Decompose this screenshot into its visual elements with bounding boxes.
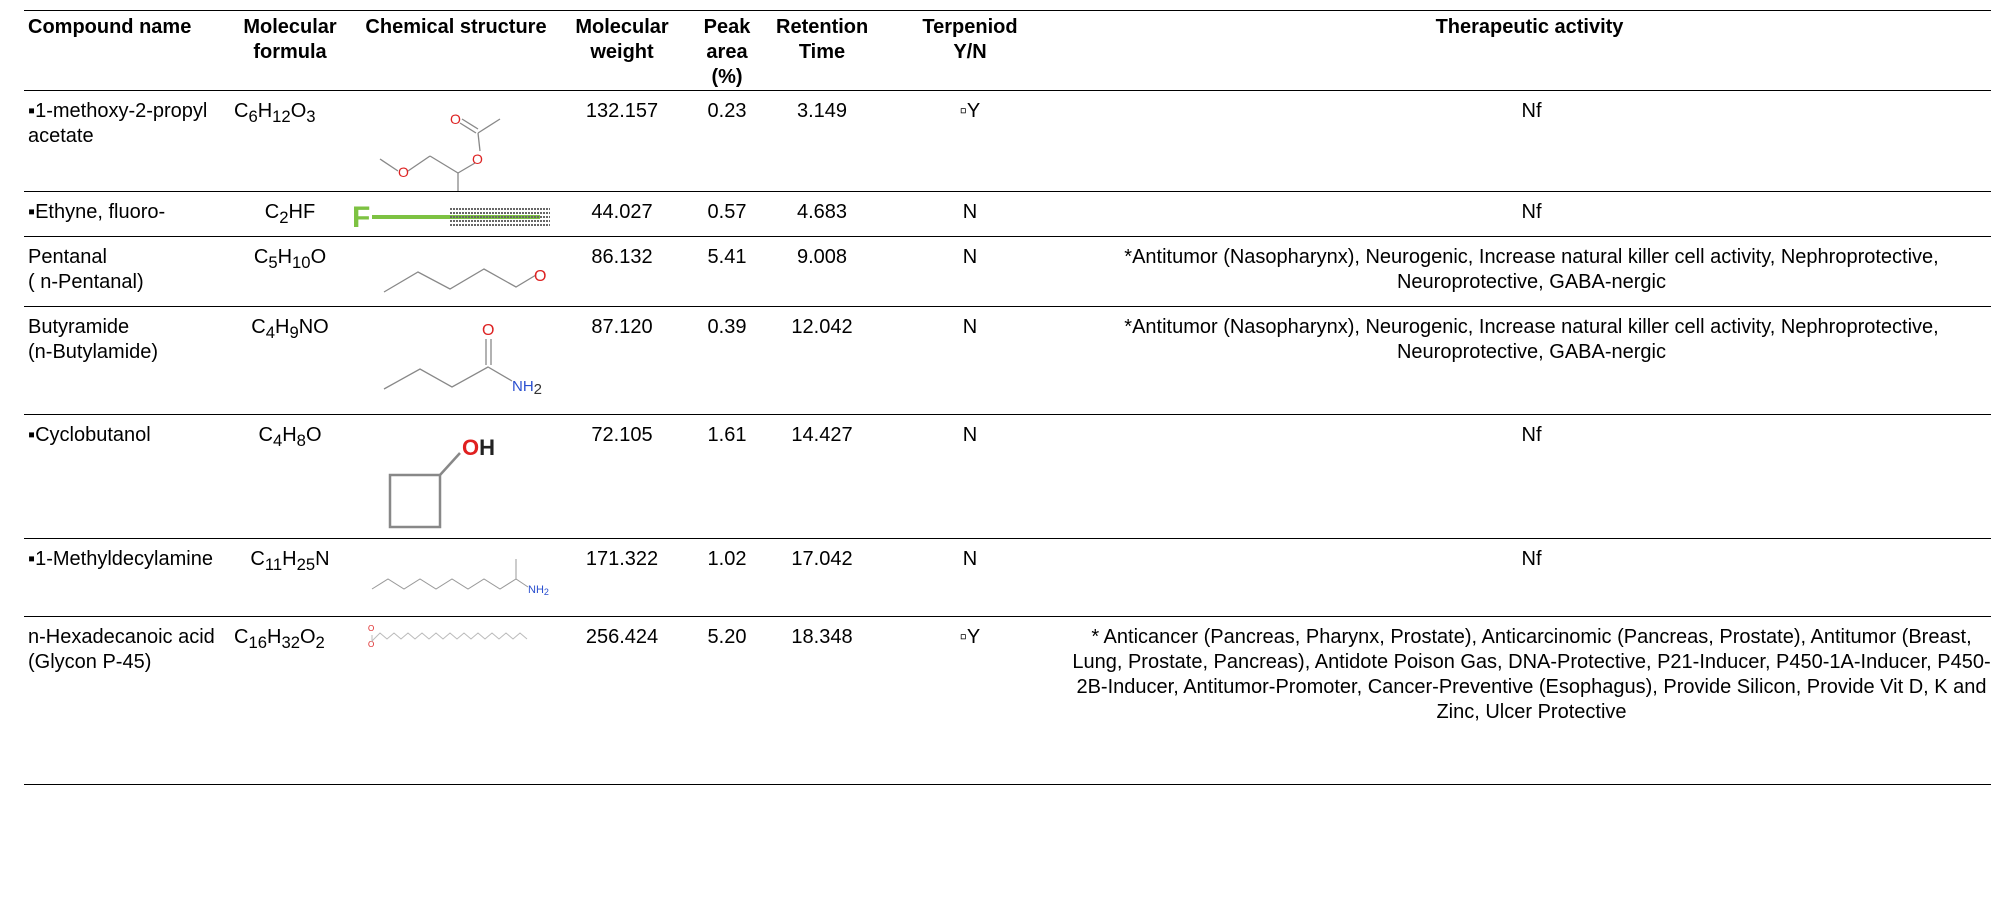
molecular-weight: 132.157 (585, 100, 659, 122)
structure-methyldecylamine: NH2 (371, 559, 549, 597)
oxygen-label: O (482, 322, 494, 339)
retention-time: 17.042 (791, 548, 853, 570)
molecular-weight: 86.132 (591, 246, 653, 268)
compound-name: Butyramide (n-Butylamide) (28, 316, 159, 363)
hydroxyl-label: OH (462, 435, 495, 460)
structure-methoxypropyl-acetate: O O O (379, 111, 501, 191)
table-row: Butyramide (n-Butylamide) C4H9NO O NH2 87… (24, 307, 1991, 415)
header-terpenoid: Terpeniod Y/N (922, 16, 1018, 63)
therapeutic-activity: *Antitumor (Nasopharynx), Neurogenic, In… (1124, 316, 1939, 363)
table-row: Pentanal( n-Pentanal) C5H10O O 86.132 5.… (24, 237, 1991, 307)
oxygen-label: O (450, 111, 461, 127)
chemical-structure: O O (350, 617, 562, 785)
therapeutic-activity: Nf (1521, 424, 1542, 446)
retention-time: 4.683 (796, 201, 848, 223)
table-row: ▪Ethyne, fluoro- C2HF F 44.027 0.57 4.68… (24, 192, 1991, 237)
molecular-weight: 44.027 (591, 201, 653, 223)
header-therapeutic-activity: Therapeutic activity (1435, 16, 1624, 38)
molecular-weight: 87.120 (591, 316, 653, 338)
amine-label: NH2 (512, 378, 542, 398)
molecular-weight: 72.105 (591, 424, 653, 446)
structure-cyclobutanol: OH (388, 435, 495, 529)
molecular-weight: 256.424 (585, 626, 659, 648)
retention-time: 18.348 (791, 626, 853, 648)
compound-table: Compound name Molecular formula Chemical … (24, 10, 1991, 785)
structure-butyramide: O NH2 (383, 322, 542, 398)
retention-time: 14.427 (791, 424, 853, 446)
molecular-weight: 171.322 (585, 548, 659, 570)
retention-time: 12.042 (791, 316, 853, 338)
peak-area: 0.39 (707, 316, 747, 338)
header-molecular-formula: Molecular formula (243, 16, 337, 63)
terpenoid-flag: ▫Y (959, 626, 981, 648)
molecular-formula: C5H10O (253, 246, 327, 272)
chemical-structure: O O O (350, 91, 562, 192)
compound-name: n-Hexadecanoic acid (Glycon P-45) (28, 626, 215, 673)
chemical-structure: NH2 (350, 539, 562, 617)
oxygen-label: O (398, 164, 409, 180)
therapeutic-activity: Nf (1521, 548, 1542, 570)
header-chemical-structure: Chemical structure (365, 16, 547, 38)
table-row: ▪1-methoxy-2-propyl acetate C6H12O3 (24, 91, 1991, 192)
retention-time: 3.149 (796, 100, 848, 122)
header-retention-time: Retention Time (776, 16, 869, 63)
compound-name: ▪Cyclobutanol (28, 424, 151, 446)
therapeutic-activity: *Antitumor (Nasopharynx), Neurogenic, In… (1124, 246, 1939, 293)
terpenoid-flag: N (962, 201, 978, 223)
terpenoid-flag: N (962, 246, 978, 268)
amine-label: NH2 (528, 584, 549, 597)
molecular-formula: C16H32O2 (234, 626, 325, 652)
terpenoid-flag: N (962, 424, 978, 446)
retention-time: 9.008 (796, 246, 848, 268)
header-molecular-weight: Molecular weight (575, 16, 669, 63)
table-row: ▪1-Methyldecylamine C11H25N NH2 171.322 … (24, 539, 1991, 617)
header-peak-area: Peak area (%) (703, 16, 751, 88)
peak-area: 1.61 (707, 424, 747, 446)
terpenoid-flag: ▫Y (959, 100, 981, 122)
compound-name: Pentanal( n-Pentanal) (28, 246, 144, 293)
header-row: Compound name Molecular formula Chemical … (24, 10, 1991, 91)
chemical-structure: OH (350, 415, 562, 539)
terpenoid-flag: N (962, 316, 978, 338)
molecular-formula: C6H12O3 (234, 100, 316, 126)
molecular-formula: C4H9NO (251, 316, 329, 342)
oxygen-label: O (368, 624, 374, 633)
therapeutic-activity: * Anticancer (Pancreas, Pharynx, Prostat… (1072, 626, 1991, 723)
chemical-structure: O (350, 237, 562, 307)
peak-area: 5.20 (707, 626, 747, 648)
compound-name: ▪Ethyne, fluoro- (28, 201, 166, 223)
molecular-formula: C11H25N (250, 548, 330, 574)
compound-name: ▪1-Methyldecylamine (28, 548, 213, 570)
molecular-formula: C2HF (264, 201, 316, 227)
molecular-formula: C4H8O (258, 424, 322, 450)
peak-area: 0.57 (707, 201, 747, 223)
oxygen-label: O (534, 268, 546, 285)
compound-name: ▪1-methoxy-2-propyl acetate (28, 100, 208, 147)
peak-area: 1.02 (707, 548, 747, 570)
fluorine-label: F (352, 201, 370, 234)
table-row: ▪Cyclobutanol C4H8O OH 72.105 1.61 14.42… (24, 415, 1991, 539)
structure-fluoroethyne: F (352, 201, 550, 234)
structure-hexadecanoic-acid: O O (368, 624, 528, 649)
chemical-structure: F (350, 192, 562, 237)
oxygen-label: O (472, 151, 483, 167)
table-row: n-Hexadecanoic acid (Glycon P-45) C16H32O… (24, 617, 1991, 785)
therapeutic-activity: Nf (1521, 201, 1542, 223)
structure-pentanal: O (383, 268, 546, 293)
therapeutic-activity: Nf (1521, 100, 1542, 122)
header-compound-name: Compound name (28, 16, 192, 38)
terpenoid-flag: N (962, 548, 978, 570)
oxygen-label: O (368, 640, 374, 649)
peak-area: 0.23 (707, 100, 747, 122)
chemical-structure: O NH2 (350, 307, 562, 415)
peak-area: 5.41 (707, 246, 747, 268)
